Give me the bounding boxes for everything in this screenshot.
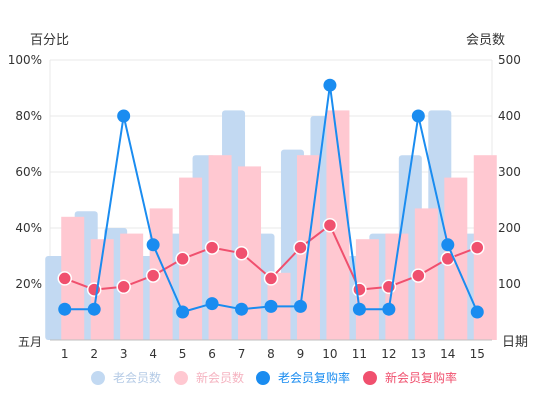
legend-label: 新会员数 — [196, 370, 244, 385]
point-old-repurchase-rate — [264, 299, 278, 313]
axis-layer: 百分比 会员数 日期 五月 20% 40% 60% 80% 100% 100 200 300 4… — [8, 33, 528, 361]
legend-label: 老会员复购率 — [278, 370, 350, 385]
line-layer — [57, 78, 485, 319]
x-tick-label: 3 — [120, 347, 128, 361]
point-old-repurchase-rate — [411, 109, 425, 123]
point-old-repurchase-rate — [441, 238, 455, 252]
point-new-repurchase-rate — [322, 217, 338, 233]
x-tick-label: 5 — [179, 347, 187, 361]
x-tick-label: 15 — [470, 347, 485, 361]
legend-label: 老会员数 — [113, 370, 161, 385]
x-tick-label: 14 — [440, 347, 455, 361]
point-old-repurchase-rate — [382, 302, 396, 316]
x-tick-label: 11 — [352, 347, 367, 361]
x-tick-label: 4 — [149, 347, 157, 361]
point-new-repurchase-rate — [145, 268, 161, 283]
left-tick-label: 100% — [8, 53, 42, 67]
point-old-repurchase-rate — [58, 302, 72, 316]
x-tick-label: 6 — [208, 347, 216, 361]
x-tick-label: 12 — [381, 347, 396, 361]
right-tick-label: 200 — [498, 221, 521, 235]
x-tick-label: 1 — [61, 347, 69, 361]
bar-new-members — [414, 208, 438, 340]
left-tick-label: 20% — [15, 277, 42, 291]
x-tick-label: 2 — [90, 347, 98, 361]
bar-new-members — [179, 177, 203, 340]
left-axis-title: 百分比 — [30, 33, 69, 48]
left-tick-label: 40% — [15, 221, 42, 235]
point-old-repurchase-rate — [87, 302, 101, 316]
right-tick-label: 400 — [498, 109, 521, 123]
point-new-repurchase-rate — [175, 251, 190, 267]
point-new-repurchase-rate — [352, 282, 367, 297]
point-old-repurchase-rate — [352, 302, 366, 316]
x-tick-label: 10 — [322, 347, 337, 361]
point-old-repurchase-rate — [293, 299, 307, 313]
bar-new-members — [444, 177, 468, 340]
bar-layer — [45, 110, 497, 341]
right-tick-label: 500 — [498, 53, 521, 67]
right-axis-title: 会员数 — [466, 33, 505, 48]
point-new-repurchase-rate — [234, 245, 249, 261]
point-new-repurchase-rate — [57, 271, 72, 286]
right-tick-label: 300 — [498, 165, 521, 179]
legend-marker — [256, 371, 270, 385]
right-tick-label: 100 — [498, 277, 521, 291]
bar-new-members — [326, 110, 350, 341]
point-new-repurchase-rate — [293, 240, 308, 255]
legend-marker — [91, 371, 105, 385]
x-tick-label: 9 — [297, 347, 305, 361]
point-new-repurchase-rate — [116, 279, 131, 295]
point-old-repurchase-rate — [146, 238, 160, 252]
point-new-repurchase-rate — [470, 240, 485, 255]
point-old-repurchase-rate — [205, 297, 219, 311]
bar-new-members — [473, 155, 497, 340]
left-tick-label: 80% — [15, 109, 42, 123]
point-old-repurchase-rate — [470, 305, 484, 319]
point-new-repurchase-rate — [204, 240, 220, 255]
x-tick-label: 7 — [238, 347, 246, 361]
x-tick-label: 8 — [267, 347, 275, 361]
point-old-repurchase-rate — [235, 302, 249, 316]
point-old-repurchase-rate — [117, 109, 131, 123]
bar-new-members — [238, 166, 262, 340]
bar-new-members — [120, 233, 144, 340]
x-axis-title: 日期 — [502, 335, 528, 350]
point-old-repurchase-rate — [176, 305, 190, 319]
x-axis-corner-label: 五月 — [18, 335, 42, 349]
point-new-repurchase-rate — [411, 268, 426, 283]
legend: 老会员数 新会员数 老会员复购率 新会员复购率 — [91, 370, 457, 385]
legend-marker — [174, 371, 188, 385]
legend-label: 新会员复购率 — [385, 370, 457, 385]
x-tick-label: 13 — [411, 347, 426, 361]
point-old-repurchase-rate — [323, 78, 337, 92]
bar-new-members — [208, 155, 232, 340]
point-new-repurchase-rate — [263, 271, 279, 286]
left-tick-label: 60% — [15, 165, 42, 179]
legend-marker — [363, 371, 377, 385]
